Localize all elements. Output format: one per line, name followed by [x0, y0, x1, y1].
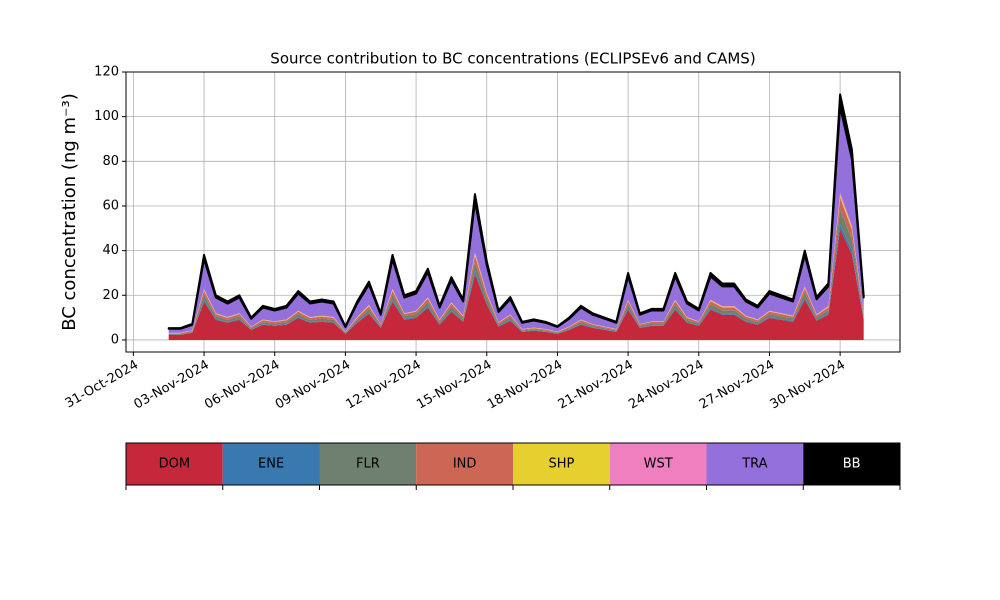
y-tick-label: 40	[102, 243, 119, 258]
y-tick-label: 0	[111, 332, 119, 347]
x-tick-label: 15-Nov-2024	[414, 358, 494, 413]
legend-label: BB	[843, 457, 861, 472]
legend-swatch	[222, 443, 320, 485]
y-axis-label: BC concentration (ng m⁻³)	[59, 93, 80, 331]
x-tick-label: 24-Nov-2024	[626, 358, 706, 413]
x-tick-label: 18-Nov-2024	[485, 358, 565, 413]
legend-swatch	[706, 443, 804, 485]
x-tick-label: 30-Nov-2024	[768, 358, 848, 413]
legend-label: WST	[644, 457, 673, 472]
x-tick-label: 09-Nov-2024	[273, 358, 353, 413]
x-tick-label: 27-Nov-2024	[697, 358, 777, 413]
legend-swatch	[609, 443, 707, 485]
legend-label: SHP	[548, 457, 574, 472]
y-tick-label: 20	[102, 288, 119, 303]
x-tick-label: 03-Nov-2024	[132, 358, 212, 413]
area	[168, 229, 864, 340]
x-tick-label: 31-Oct-2024	[63, 358, 141, 412]
legend-label: FLR	[356, 457, 380, 472]
legend-swatch	[416, 443, 513, 485]
x-tick-label: 21-Nov-2024	[556, 358, 636, 413]
y-tick-label: 120	[94, 65, 119, 80]
x-tick-label: 06-Nov-2024	[202, 358, 282, 413]
plot-frame	[125, 71, 901, 353]
y-tick-label: 80	[102, 154, 119, 169]
area	[167, 93, 865, 330]
y-tick-label: 100	[94, 109, 119, 124]
y-tick-label: 60	[102, 198, 119, 213]
legend-swatch	[126, 443, 223, 485]
legend-swatch	[513, 443, 610, 485]
legend-label: IND	[453, 457, 477, 472]
legend-label: TRA	[741, 457, 767, 472]
area	[168, 106, 864, 333]
x-tick-label: 12-Nov-2024	[344, 358, 424, 413]
legend-swatch	[803, 443, 900, 485]
legend-swatch	[319, 443, 417, 485]
legend-label: ENE	[258, 457, 284, 472]
legend-label: DOM	[159, 457, 190, 472]
chart-title: Source contribution to BC concentrations…	[270, 50, 755, 68]
